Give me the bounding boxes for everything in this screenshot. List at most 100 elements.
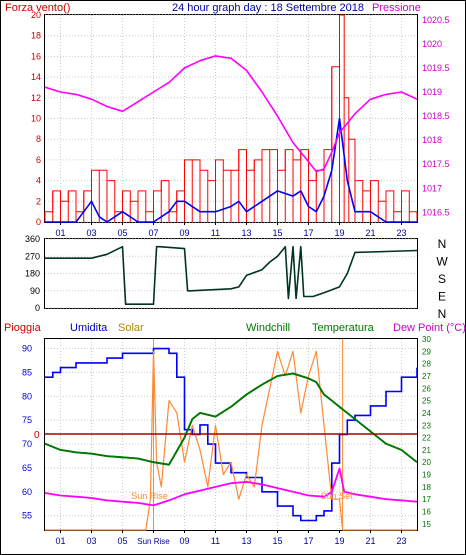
solar-line <box>45 350 417 531</box>
pressure-tick-label: 1016.5 <box>422 207 450 217</box>
temperature-tick-label: 23 <box>422 421 431 430</box>
pressure-tick-label: 1017 <box>422 183 442 193</box>
compass-e-label: E <box>438 290 446 304</box>
pressure-tick-label: 1020.5 <box>422 15 450 25</box>
solar-label: Solar <box>118 322 144 334</box>
wind-tick-label: 20 <box>31 10 41 20</box>
wind-y-axis: 0 2 4 6 8 10 12 14 16 18 20 <box>31 10 41 227</box>
wind-x-tick-label: 07 <box>148 228 158 238</box>
temperature-line <box>44 372 418 466</box>
humidity-tick-label: 85 <box>22 367 32 377</box>
humidity-tick-label: 65 <box>22 463 32 473</box>
direction-panel-grid <box>45 238 417 309</box>
wind-direction-line <box>45 245 418 306</box>
temperature-tick-label: 17 <box>422 495 431 504</box>
direction-tick-label: 360 <box>25 234 40 244</box>
temperature-tick-label: 18 <box>422 483 431 492</box>
climate-x-tick-label: 21 <box>365 536 375 546</box>
dewpoint-label: Dew Point (°C) <box>393 322 466 334</box>
wind-avg-line <box>45 117 417 223</box>
humidity-tick-label: 90 <box>22 344 32 354</box>
climate-x-tick-label: 19 <box>334 536 344 546</box>
temperature-tick-label: 27 <box>422 372 431 381</box>
temperature-tick-label: 21 <box>422 446 431 455</box>
climate-panel-series: Sun Rise Sun Set <box>44 339 418 531</box>
dewpoint-line <box>44 467 418 507</box>
wind-x-axis: 01 03 05 07 09 11 13 15 17 19 21 23 <box>55 222 407 238</box>
rain-label: Pioggia <box>4 322 42 334</box>
humidity-label: Umidita <box>70 322 108 334</box>
temperature-tick-label: 20 <box>422 458 431 467</box>
wind-tick-label: 10 <box>31 114 41 124</box>
wind-x-tick-label: 05 <box>117 228 127 238</box>
direction-tick-label: 270 <box>25 251 40 261</box>
wind-tick-label: 14 <box>31 72 41 82</box>
compass-s-label: S <box>438 272 446 286</box>
climate-x-tick-label: 17 <box>303 536 313 546</box>
wind-tick-label: 4 <box>36 176 41 186</box>
wind-x-tick-label: 03 <box>86 228 96 238</box>
wind-tick-label: 16 <box>31 51 41 61</box>
compass-w-label: W <box>436 255 448 269</box>
pressure-tick-label: 1018 <box>422 135 442 145</box>
pressure-tick-label: 1017.5 <box>422 159 450 169</box>
climate-x-tick-label: 03 <box>86 536 96 546</box>
pressure-line <box>44 55 418 173</box>
wind-x-tick-label: 17 <box>303 228 313 238</box>
rain-zero-label: 0 <box>34 430 40 441</box>
wind-tick-label: 6 <box>36 155 41 165</box>
sunrise-axis-label: Sun Rise <box>137 537 170 546</box>
climate-x-axis: 01 03 05 Sun Rise 09 11 13 15 17 19 21 23 <box>55 530 407 546</box>
wind-x-tick-label: 01 <box>55 228 65 238</box>
pressure-tick-label: 1019 <box>422 87 442 97</box>
temperature-tick-label: 16 <box>422 508 431 517</box>
climate-x-tick-label: 15 <box>272 536 282 546</box>
temperature-tick-label: 22 <box>422 434 431 443</box>
compass-n-label: N <box>438 307 447 321</box>
temperature-tick-label: 29 <box>422 347 431 356</box>
wind-x-tick-label: 19 <box>334 228 344 238</box>
wind-tick-label: 18 <box>31 31 41 41</box>
humidity-y-axis: 55 60 65 70 75 80 85 90 <box>22 344 32 521</box>
wind-x-tick-label: 23 <box>396 228 406 238</box>
wind-x-tick-label: 13 <box>241 228 251 238</box>
sunrise-label: Sun Rise <box>131 491 168 501</box>
climate-x-tick-label: 05 <box>117 536 127 546</box>
temperature-tick-label: 28 <box>422 360 431 369</box>
pressure-label: Pressione <box>372 2 421 14</box>
wind-gust-line <box>45 14 418 222</box>
wind-x-tick-label: 21 <box>365 228 375 238</box>
humidity-line <box>45 347 418 522</box>
temperature-tick-label: 24 <box>422 409 431 418</box>
humidity-tick-label: 70 <box>22 439 32 449</box>
temperature-y-axis: 15 16 17 18 19 20 21 22 23 24 25 26 27 28 29 30 <box>422 335 431 529</box>
temperature-label: Temperatura <box>312 322 375 334</box>
sunset-label: Sun Set <box>321 491 354 501</box>
direction-tick-label: 180 <box>25 269 40 279</box>
wind-panel-series <box>44 14 418 223</box>
wind-x-tick-label: 09 <box>179 228 189 238</box>
compass-n-label: N <box>438 237 447 251</box>
pressure-tick-label: 1020 <box>422 39 442 49</box>
temperature-tick-label: 15 <box>422 520 431 529</box>
wind-x-tick-label: 11 <box>211 228 220 238</box>
temperature-tick-label: 25 <box>422 397 431 406</box>
direction-y-axis: 360 270 180 90 0 <box>25 234 40 313</box>
wind-tick-label: 0 <box>36 217 41 227</box>
climate-x-tick-label: 11 <box>211 536 220 546</box>
chart-title: 24 hour graph day : 18 Settembre 2018 <box>172 2 364 14</box>
temperature-tick-label: 26 <box>422 384 431 393</box>
pressure-tick-label: 1018.5 <box>422 111 450 121</box>
wind-tick-label: 12 <box>31 93 41 103</box>
climate-x-tick-label: 09 <box>179 536 189 546</box>
climate-x-tick-label: 13 <box>241 536 251 546</box>
wind-tick-label: 2 <box>36 196 41 206</box>
wind-tick-label: 8 <box>36 134 41 144</box>
windchill-label: Windchill <box>246 322 290 334</box>
temperature-tick-label: 19 <box>422 471 431 480</box>
humidity-tick-label: 55 <box>22 511 32 521</box>
wind-force-label: Forza vento() <box>5 2 70 14</box>
climate-x-tick-label: 23 <box>396 536 406 546</box>
direction-panel-series <box>45 245 418 306</box>
